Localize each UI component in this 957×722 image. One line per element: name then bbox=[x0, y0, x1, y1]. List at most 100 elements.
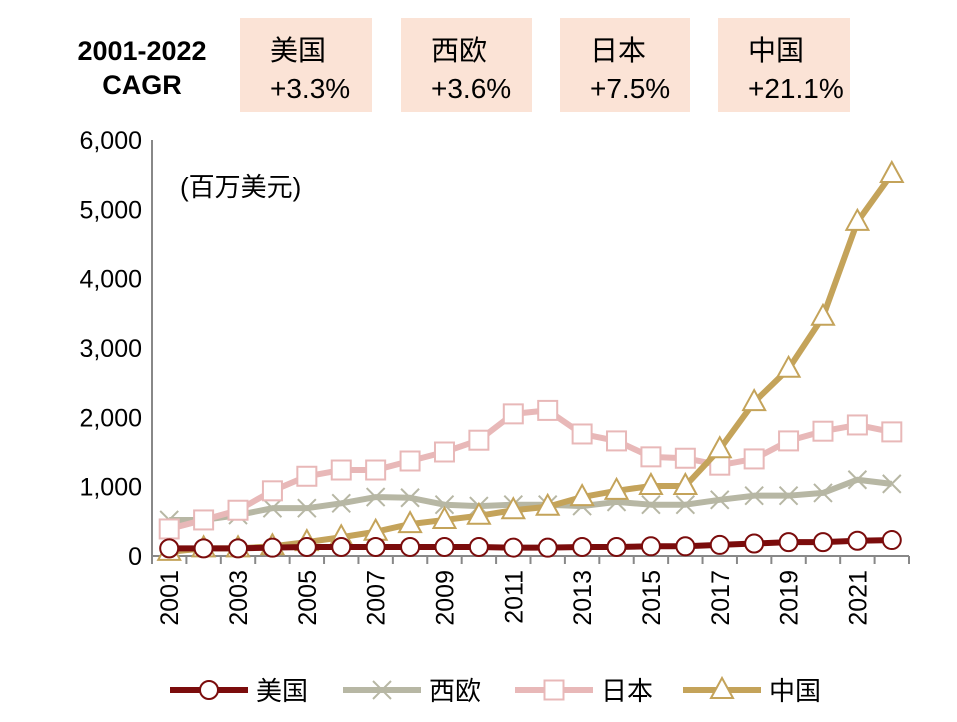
circle-marker bbox=[400, 536, 421, 557]
series-line bbox=[169, 537, 892, 552]
cagr-box-china: 中国 +21.1% bbox=[718, 18, 850, 112]
circle-marker bbox=[606, 536, 627, 557]
legend-item: 美国 bbox=[170, 676, 308, 706]
cagr-value: +21.1% bbox=[748, 73, 844, 104]
series-line bbox=[169, 476, 893, 523]
cagr-title: 2001-2022 CAGR bbox=[52, 34, 232, 102]
circle-marker bbox=[228, 538, 249, 559]
cagr-region: 美国 bbox=[270, 35, 327, 66]
triangle-marker bbox=[431, 505, 458, 529]
circle-marker bbox=[434, 536, 455, 557]
cagr-region: 西欧 bbox=[431, 35, 488, 66]
x-tick-label: 2013 bbox=[569, 570, 597, 626]
square-marker bbox=[778, 430, 800, 452]
square-marker bbox=[193, 509, 215, 531]
y-tick-label: 0 bbox=[128, 543, 142, 571]
x-tick-label: 2009 bbox=[431, 570, 459, 626]
triangle-marker bbox=[500, 496, 526, 520]
triangle-marker bbox=[844, 207, 871, 231]
x-marker bbox=[400, 488, 420, 508]
x-tick-label: 2007 bbox=[363, 570, 391, 626]
x-marker bbox=[297, 498, 317, 518]
x-tick-label: 2003 bbox=[225, 570, 253, 626]
circle-marker bbox=[503, 537, 524, 558]
cagr-region: 中国 bbox=[748, 35, 805, 66]
triangle-marker bbox=[638, 471, 664, 495]
legend-label: 美国 bbox=[256, 676, 308, 706]
x-marker bbox=[882, 474, 902, 494]
cagr-title-line1: 2001-2022 bbox=[77, 36, 207, 66]
x-tick-label: 2015 bbox=[638, 570, 666, 626]
square-marker bbox=[537, 399, 559, 421]
square-marker bbox=[296, 465, 318, 487]
circle-marker bbox=[468, 536, 489, 557]
square-marker bbox=[158, 518, 180, 540]
circle-marker bbox=[709, 534, 730, 555]
circle-marker bbox=[778, 532, 799, 553]
circle-marker bbox=[296, 536, 317, 557]
square-marker bbox=[502, 403, 524, 425]
unit-label: (百万美元) bbox=[180, 172, 301, 202]
cagr-box-japan: 日本 +7.5% bbox=[560, 18, 690, 112]
square-marker bbox=[881, 421, 903, 443]
x-marker bbox=[710, 490, 730, 510]
series-line bbox=[168, 172, 895, 555]
circle-marker bbox=[675, 536, 696, 557]
x-marker bbox=[434, 494, 455, 515]
legend-item: 西欧 bbox=[343, 676, 481, 706]
x-marker bbox=[365, 487, 386, 507]
legend-label: 日本 bbox=[601, 676, 653, 706]
square-marker bbox=[846, 414, 868, 436]
y-tick-label: 1,000 bbox=[79, 474, 142, 502]
y-tick-label: 2,000 bbox=[79, 404, 142, 432]
x-tick-label: 2001 bbox=[156, 570, 184, 626]
circle-marker bbox=[572, 536, 593, 557]
triangle-marker bbox=[397, 510, 423, 534]
square-marker bbox=[640, 446, 662, 468]
circle-marker bbox=[881, 530, 902, 551]
y-tick-label: 5,000 bbox=[79, 196, 142, 224]
square-marker bbox=[227, 499, 249, 521]
x-marker bbox=[675, 494, 696, 515]
square-marker bbox=[674, 447, 696, 469]
square-marker bbox=[433, 441, 455, 463]
series-square bbox=[158, 399, 903, 540]
y-tick-label: 6,000 bbox=[79, 127, 142, 155]
x-marker bbox=[641, 494, 661, 515]
circle-marker bbox=[847, 530, 868, 551]
triangle-marker bbox=[672, 471, 699, 495]
square-marker bbox=[468, 429, 490, 451]
cagr-box-us: 美国 +3.3% bbox=[240, 18, 372, 112]
triangle-marker bbox=[810, 302, 836, 326]
circle-marker bbox=[744, 533, 765, 554]
legend-label: 中国 bbox=[769, 676, 821, 706]
square-marker bbox=[330, 459, 352, 481]
square-marker bbox=[365, 459, 387, 481]
triangle-marker bbox=[741, 388, 767, 412]
triangle-marker bbox=[707, 435, 733, 459]
circle-marker bbox=[537, 537, 558, 558]
x-marker bbox=[813, 483, 833, 503]
x-marker bbox=[262, 498, 283, 518]
x-marker bbox=[331, 493, 351, 514]
triangle-marker bbox=[879, 159, 905, 183]
x-marker bbox=[744, 485, 764, 506]
square-marker bbox=[399, 450, 421, 472]
circle-marker bbox=[365, 536, 386, 557]
circle-marker bbox=[199, 680, 219, 700]
x-tick-label: 2011 bbox=[500, 570, 528, 624]
x-marker bbox=[372, 680, 392, 700]
circle-marker bbox=[640, 536, 661, 557]
square-marker bbox=[571, 423, 593, 445]
circle-marker bbox=[262, 537, 283, 558]
x-tick-label: 2005 bbox=[294, 570, 322, 626]
series-line bbox=[168, 407, 893, 532]
cagr-value: +3.6% bbox=[431, 73, 512, 104]
triangle-marker bbox=[775, 354, 802, 378]
triangle-marker bbox=[709, 675, 735, 699]
x-tick-label: 2019 bbox=[776, 570, 804, 626]
triangle-marker bbox=[569, 482, 595, 507]
circle-marker bbox=[331, 536, 352, 557]
square-marker bbox=[812, 420, 834, 442]
